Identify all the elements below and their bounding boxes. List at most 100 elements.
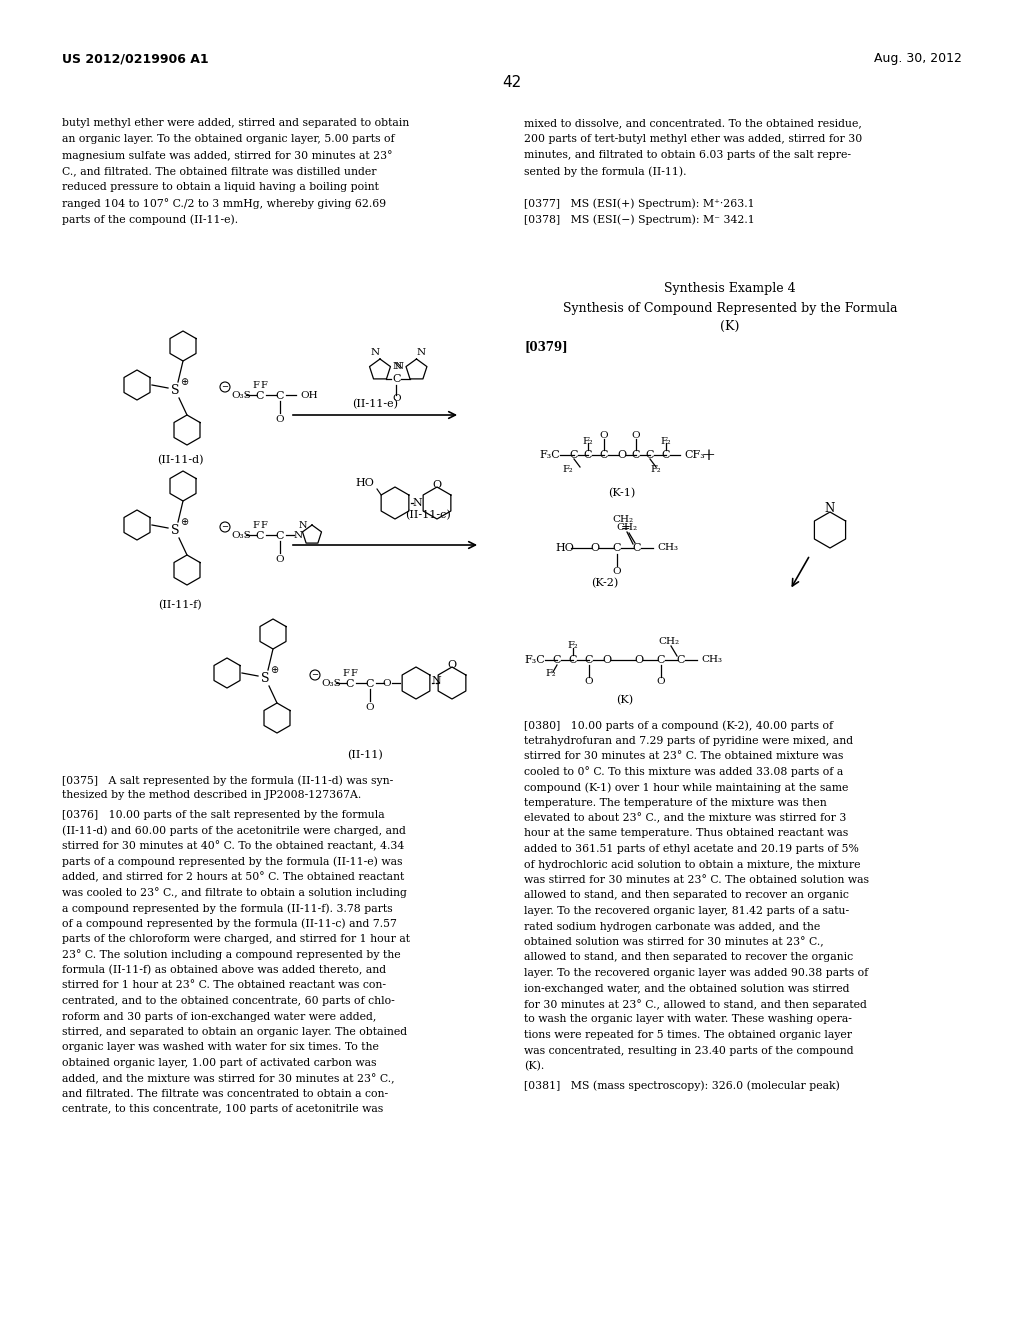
Text: N: N — [371, 348, 380, 356]
Text: O: O — [656, 677, 666, 686]
Text: obtained organic layer, 1.00 part of activated carbon was: obtained organic layer, 1.00 part of act… — [62, 1059, 377, 1068]
Text: F₂: F₂ — [583, 437, 593, 446]
Text: (K).: (K). — [524, 1061, 544, 1072]
Text: Synthesis of Compound Represented by the Formula: Synthesis of Compound Represented by the… — [563, 302, 897, 315]
Text: CH₂: CH₂ — [658, 636, 680, 645]
Text: O: O — [366, 702, 375, 711]
Text: obtained solution was stirred for 30 minutes at 23° C.,: obtained solution was stirred for 30 min… — [524, 937, 823, 948]
Text: C: C — [366, 678, 374, 689]
Text: C: C — [677, 655, 685, 665]
Text: parts of a compound represented by the formula (II-11-e) was: parts of a compound represented by the f… — [62, 857, 402, 867]
Text: C: C — [392, 374, 400, 384]
Text: S: S — [171, 524, 179, 536]
Text: a compound represented by the formula (II-11-f). 3.78 parts: a compound represented by the formula (I… — [62, 903, 392, 913]
Text: N: N — [417, 348, 426, 356]
Text: C: C — [585, 655, 593, 665]
Text: HO: HO — [555, 543, 573, 553]
Text: =: = — [621, 523, 630, 533]
Text: C: C — [256, 391, 264, 401]
Text: C: C — [275, 391, 285, 401]
Text: HO: HO — [355, 478, 375, 488]
Text: +: + — [701, 446, 715, 463]
Text: parts of the chloroform were charged, and stirred for 1 hour at: parts of the chloroform were charged, an… — [62, 935, 410, 944]
Text: −: − — [221, 383, 228, 392]
Text: was stirred for 30 minutes at 23° C. The obtained solution was: was stirred for 30 minutes at 23° C. The… — [524, 875, 869, 884]
Text: CH₂: CH₂ — [616, 524, 638, 532]
Text: F: F — [253, 381, 259, 391]
Text: C: C — [553, 655, 561, 665]
Text: butyl methyl ether were added, stirred and separated to obtain: butyl methyl ether were added, stirred a… — [62, 117, 410, 128]
Text: [0379]: [0379] — [524, 341, 567, 352]
Text: O: O — [447, 660, 457, 671]
Text: OH: OH — [300, 391, 317, 400]
Text: roform and 30 parts of ion-exchanged water were added,: roform and 30 parts of ion-exchanged wat… — [62, 1011, 377, 1022]
Text: was concentrated, resulting in 23.40 parts of the compound: was concentrated, resulting in 23.40 par… — [524, 1045, 854, 1056]
Text: rated sodium hydrogen carbonate was added, and the: rated sodium hydrogen carbonate was adde… — [524, 921, 820, 932]
Text: F: F — [343, 669, 349, 678]
Text: F₃C: F₃C — [540, 450, 560, 459]
Text: 23° C. The solution including a compound represented by the: 23° C. The solution including a compound… — [62, 949, 400, 961]
Text: C: C — [256, 531, 264, 541]
Text: (K): (K) — [720, 319, 739, 333]
Text: C., and filtrated. The obtained filtrate was distilled under: C., and filtrated. The obtained filtrate… — [62, 166, 377, 176]
Text: CF₃: CF₃ — [684, 450, 705, 459]
Text: ⊕: ⊕ — [180, 517, 188, 527]
Text: N: N — [395, 362, 404, 371]
Text: O: O — [591, 543, 600, 553]
Text: N: N — [412, 498, 422, 508]
Text: [0381]   MS (mass spectroscopy): 326.0 (molecular peak): [0381] MS (mass spectroscopy): 326.0 (mo… — [524, 1081, 840, 1092]
Text: O: O — [275, 414, 285, 424]
Text: and filtrated. The filtrate was concentrated to obtain a con-: and filtrated. The filtrate was concentr… — [62, 1089, 388, 1100]
Text: parts of the compound (II-11-e).: parts of the compound (II-11-e). — [62, 214, 239, 224]
Text: added, and the mixture was stirred for 30 minutes at 23° C.,: added, and the mixture was stirred for 3… — [62, 1073, 394, 1084]
Text: centrated, and to the obtained concentrate, 60 parts of chlo-: centrated, and to the obtained concentra… — [62, 997, 394, 1006]
Text: F: F — [350, 669, 357, 678]
Text: O: O — [602, 655, 611, 665]
Text: elevated to about 23° C., and the mixture was stirred for 3: elevated to about 23° C., and the mixtur… — [524, 813, 847, 824]
Text: (K): (K) — [616, 696, 634, 705]
Text: N: N — [298, 521, 307, 529]
Text: temperature. The temperature of the mixture was then: temperature. The temperature of the mixt… — [524, 797, 826, 808]
Text: stirred for 30 minutes at 23° C. The obtained mixture was: stirred for 30 minutes at 23° C. The obt… — [524, 751, 844, 762]
Text: O: O — [600, 430, 608, 440]
Text: C: C — [646, 450, 654, 459]
Text: 42: 42 — [503, 75, 521, 90]
Text: Aug. 30, 2012: Aug. 30, 2012 — [874, 51, 962, 65]
Text: N: N — [825, 502, 836, 515]
Text: C: C — [584, 450, 592, 459]
Text: ion-exchanged water, and the obtained solution was stirred: ion-exchanged water, and the obtained so… — [524, 983, 850, 994]
Text: F₂: F₂ — [650, 465, 662, 474]
Text: F₂: F₂ — [567, 642, 579, 651]
Text: C: C — [275, 531, 285, 541]
Text: for 30 minutes at 23° C., allowed to stand, and then separated: for 30 minutes at 23° C., allowed to sta… — [524, 999, 867, 1010]
Text: O: O — [392, 395, 400, 404]
Text: N: N — [294, 531, 302, 540]
Text: cooled to 0° C. To this mixture was added 33.08 parts of a: cooled to 0° C. To this mixture was adde… — [524, 767, 843, 777]
Text: an organic layer. To the obtained organic layer, 5.00 parts of: an organic layer. To the obtained organi… — [62, 135, 394, 144]
Text: allowed to stand, and then separated to recover the organic: allowed to stand, and then separated to … — [524, 953, 853, 962]
Text: stirred for 1 hour at 23° C. The obtained reactant was con-: stirred for 1 hour at 23° C. The obtaine… — [62, 981, 386, 990]
Text: (II-11-d): (II-11-d) — [157, 455, 203, 466]
Text: ranged 104 to 107° C./2 to 3 mmHg, whereby giving 62.69: ranged 104 to 107° C./2 to 3 mmHg, where… — [62, 198, 386, 209]
Text: 200 parts of tert-butyl methyl ether was added, stirred for 30: 200 parts of tert-butyl methyl ether was… — [524, 135, 862, 144]
Text: (II-11-f): (II-11-f) — [158, 601, 202, 610]
Text: [0378]   MS (ESI(−) Spectrum): M⁻ 342.1: [0378] MS (ESI(−) Spectrum): M⁻ 342.1 — [524, 214, 755, 224]
Text: tetrahydrofuran and 7.29 parts of pyridine were mixed, and: tetrahydrofuran and 7.29 parts of pyridi… — [524, 735, 853, 746]
Text: [0377]   MS (ESI(+) Spectrum): M⁺·263.1: [0377] MS (ESI(+) Spectrum): M⁺·263.1 — [524, 198, 755, 209]
Text: (II-11-c): (II-11-c) — [406, 510, 451, 520]
Text: centrate, to this concentrate, 100 parts of acetonitrile was: centrate, to this concentrate, 100 parts… — [62, 1105, 383, 1114]
Text: C: C — [662, 450, 671, 459]
Text: N: N — [431, 676, 441, 686]
Text: C: C — [346, 678, 354, 689]
Text: of a compound represented by the formula (II-11-c) and 7.57: of a compound represented by the formula… — [62, 919, 397, 929]
Text: formula (II-11-f) as obtained above was added thereto, and: formula (II-11-f) as obtained above was … — [62, 965, 386, 975]
Text: F₂: F₂ — [660, 437, 672, 446]
Text: F₂: F₂ — [546, 669, 556, 678]
Text: ⊕: ⊕ — [180, 378, 188, 387]
Text: S: S — [171, 384, 179, 396]
Text: C: C — [600, 450, 608, 459]
Text: Synthesis Example 4: Synthesis Example 4 — [665, 282, 796, 294]
Text: was cooled to 23° C., and filtrate to obtain a solution including: was cooled to 23° C., and filtrate to ob… — [62, 887, 407, 899]
Text: F: F — [260, 381, 267, 391]
Text: F₃C: F₃C — [524, 655, 545, 665]
